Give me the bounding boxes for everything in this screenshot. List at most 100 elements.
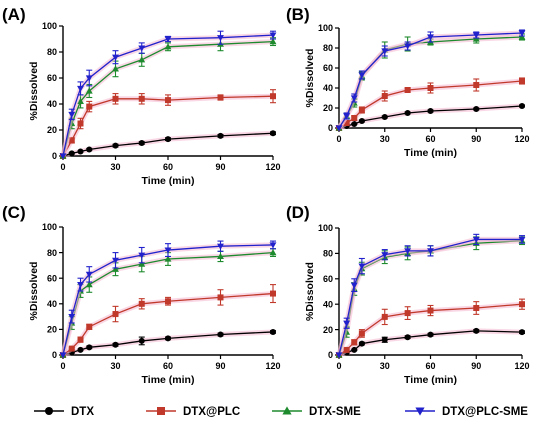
- y-axis-label: %Dissolved: [304, 262, 316, 321]
- x-tick-label: 30: [380, 134, 390, 144]
- data-point: [269, 38, 277, 45]
- x-tick-label: 60: [425, 134, 435, 144]
- data-point: [112, 257, 119, 264]
- x-axis-label: Time (min): [142, 175, 195, 187]
- data-point: [217, 252, 224, 260]
- data-point: [85, 75, 93, 82]
- data-point: [138, 337, 145, 344]
- data-point: [404, 87, 411, 93]
- data-point: [138, 260, 146, 267]
- x-tick-label: 30: [110, 162, 120, 172]
- data-point: [77, 148, 84, 155]
- data-point: [381, 48, 389, 55]
- series-dtx: [60, 328, 276, 358]
- y-tick-label: 40: [323, 299, 333, 309]
- legend-label: DTX-SME: [309, 406, 361, 418]
- panel-letter: (A): [2, 5, 26, 24]
- data-point: [472, 236, 480, 243]
- legend-item-dtx-sme: DTX-SME: [272, 406, 361, 418]
- data-point: [358, 330, 365, 337]
- data-point: [350, 95, 358, 102]
- data-point: [358, 107, 365, 113]
- y-tick-label: 40: [47, 99, 57, 109]
- y-tick-label: 20: [47, 325, 57, 335]
- legend-item-dtx-plc-sme: DTX@PLC-SME: [405, 406, 528, 418]
- y-tick-label: 80: [323, 249, 333, 259]
- data-point: [427, 108, 434, 114]
- data-point: [138, 140, 145, 146]
- chart-panel-d: (D) 0 20 40 60 80 100 0 30 60 90 120 Time (min) %Diss…: [286, 203, 530, 386]
- series-line: [338, 240, 523, 356]
- data-point: [138, 45, 146, 52]
- data-point: [381, 336, 388, 343]
- data-point: [217, 331, 224, 338]
- data-point: [68, 150, 75, 157]
- data-point: [270, 93, 276, 100]
- data-point: [86, 146, 93, 153]
- x-axis-label: Time (min): [142, 374, 195, 386]
- series-dtx-sme: [59, 37, 277, 159]
- data-point: [518, 236, 526, 243]
- y-axis-label: %Dissolved: [28, 262, 40, 321]
- y-tick-label: 100: [318, 223, 333, 233]
- data-point: [350, 282, 358, 289]
- chart-panel-a: (A) 0 20 40 60 80 100 0 30 60 90 120 Time (min) %Diss…: [2, 5, 281, 187]
- y-tick-label: 0: [52, 151, 57, 161]
- x-tick-label: 60: [163, 361, 173, 371]
- x-tick-label: 90: [471, 134, 481, 144]
- legend-marker: [282, 406, 292, 415]
- data-point: [77, 336, 84, 343]
- x-tick-label: 0: [336, 134, 341, 144]
- series-dtx-plc: [336, 298, 525, 358]
- data-point: [138, 300, 145, 307]
- data-point: [68, 345, 75, 352]
- data-point: [85, 281, 93, 288]
- data-point: [217, 132, 224, 139]
- x-tick-label: 120: [514, 361, 529, 371]
- data-point: [335, 352, 343, 359]
- x-tick-label: 120: [265, 162, 280, 172]
- data-point: [518, 30, 526, 37]
- y-tick-label: 60: [47, 273, 57, 283]
- x-tick-label: 120: [265, 361, 280, 371]
- x-tick-label: 90: [215, 361, 225, 371]
- data-point: [404, 334, 411, 341]
- data-point: [86, 323, 93, 330]
- data-point: [270, 130, 276, 137]
- data-point: [358, 340, 365, 347]
- x-tick-label: 60: [163, 162, 173, 172]
- data-point: [343, 346, 350, 353]
- data-point: [138, 95, 145, 102]
- data-point: [358, 118, 365, 124]
- data-point: [165, 298, 171, 305]
- y-tick-label: 80: [47, 248, 57, 258]
- y-tick-label: 0: [52, 350, 57, 360]
- panel-letter: (C): [2, 203, 26, 222]
- chart-panel-c: (C) 0 20 40 60 80 100 0 30 60 90 120 Time (min) %Diss…: [2, 203, 281, 386]
- chart-panel-b: (B) 0 20 40 60 80 100 0 30 60 90 120 Time (min) %Diss…: [286, 5, 530, 159]
- data-point: [404, 110, 411, 116]
- data-point: [112, 311, 119, 318]
- x-tick-label: 30: [380, 361, 390, 371]
- legend-item-dtx-plc: DTX@PLC: [146, 406, 240, 418]
- data-point: [112, 54, 119, 61]
- data-point: [427, 248, 434, 255]
- y-tick-label: 20: [323, 103, 333, 113]
- x-tick-label: 30: [110, 361, 120, 371]
- legend-label: DTX@PLC: [183, 406, 240, 418]
- data-point: [381, 114, 388, 120]
- data-point: [358, 72, 366, 79]
- legend-marker: [415, 407, 425, 416]
- y-tick-label: 40: [47, 299, 57, 309]
- data-point: [427, 331, 434, 338]
- data-point: [404, 310, 411, 317]
- data-point: [164, 247, 172, 254]
- data-point: [138, 56, 146, 63]
- data-point: [270, 290, 276, 297]
- data-point: [112, 65, 119, 72]
- data-point: [427, 85, 434, 91]
- data-point: [164, 255, 172, 262]
- data-point: [427, 34, 434, 41]
- data-point: [77, 97, 84, 104]
- series-dtx-plc-sme: [59, 30, 277, 160]
